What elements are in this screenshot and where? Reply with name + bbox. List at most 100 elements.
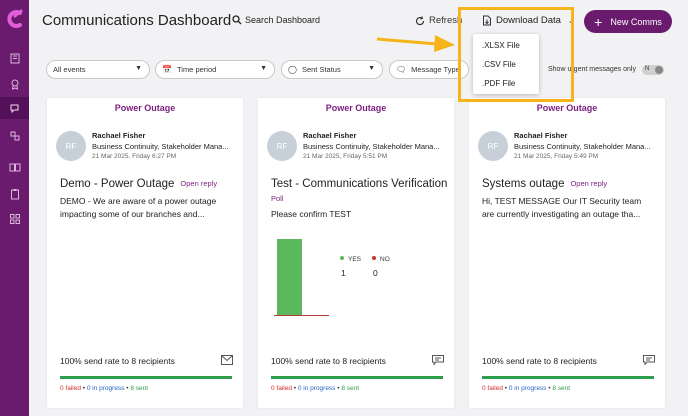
failed-count: 0 failed xyxy=(60,385,81,392)
in-progress-count: 0 in progress xyxy=(508,385,547,392)
card-body: Please confirm TEST xyxy=(271,209,352,219)
failed-count: 0 failed xyxy=(271,385,292,392)
card-title: Systems outage xyxy=(482,178,565,190)
card-title: Test - Communications Verification xyxy=(271,178,448,190)
card-category: Power Outage xyxy=(536,103,598,113)
message-icon: 🗨 xyxy=(396,65,407,74)
app-logo[interactable] xyxy=(5,9,25,29)
sent-date: 21 Mar 2025, Friday 5:49 PM xyxy=(514,153,599,160)
download-xlsx-option[interactable]: .XLSX File xyxy=(482,41,520,50)
poll-legend-yes: YES xyxy=(340,256,361,263)
sender-role: Business Continuity, Stakeholder Mana... xyxy=(92,142,229,151)
search-button[interactable]: Search Dashboard xyxy=(232,15,320,25)
status-circle-icon: ◯ xyxy=(288,65,297,74)
send-rate: 100% send rate to 8 recipients xyxy=(60,356,175,366)
poll-bar-yes xyxy=(277,239,302,315)
no-dot-icon xyxy=(372,256,376,260)
urgent-toggle-state: N xyxy=(645,66,650,72)
events-select[interactable]: All events ▼ xyxy=(46,60,150,79)
sender-name: Rachael Fisher xyxy=(92,131,146,140)
send-rate: 100% send rate to 8 recipients xyxy=(271,356,386,366)
chevron-down-icon: ▼ xyxy=(135,65,142,72)
failed-count: 0 failed xyxy=(482,385,503,392)
plus-icon: + xyxy=(594,13,603,30)
yes-dot-icon xyxy=(340,256,344,260)
toggle-knob xyxy=(655,66,663,74)
nav-book-icon[interactable] xyxy=(0,156,29,178)
download-data-button[interactable]: Download Data ⌄ xyxy=(482,15,574,26)
time-period-select[interactable]: 📅 Time period ▼ xyxy=(155,60,275,79)
download-dropdown-menu: .XLSX File .CSV File .PDF File xyxy=(473,34,539,94)
comm-card[interactable]: Power Outage RF Rachael Fisher Business … xyxy=(258,98,454,408)
card-title: Demo - Power Outage xyxy=(60,178,175,190)
chevron-down-icon: ⌄ xyxy=(567,17,574,25)
nav-building-icon[interactable] xyxy=(0,47,29,69)
search-icon xyxy=(232,15,242,25)
urgent-toggle[interactable]: N xyxy=(642,65,664,75)
avatar: RF xyxy=(267,131,297,161)
comm-card[interactable]: Power Outage RF Rachael Fisher Business … xyxy=(47,98,243,408)
new-comms-button[interactable]: + New Comms xyxy=(584,10,672,33)
download-file-icon xyxy=(483,15,491,26)
page-title: Communications Dashboard xyxy=(42,12,232,29)
poll-axis xyxy=(274,315,329,316)
poll-chart xyxy=(274,234,334,316)
in-progress-count: 0 in progress xyxy=(86,385,125,392)
chat-icon[interactable] xyxy=(432,355,444,365)
send-stats: 0 failed • 0 in progress • 8 sent xyxy=(60,385,149,392)
message-type-label: Message Type xyxy=(411,65,460,74)
poll-legend-no: NO xyxy=(372,256,390,263)
card-body: Hi, TEST MESSAGE Our IT Security team ar… xyxy=(482,196,642,219)
sender-role: Business Continuity, Stakeholder Mana... xyxy=(303,142,440,151)
search-label: Search Dashboard xyxy=(245,15,321,25)
sent-count: 8 sent xyxy=(341,385,360,392)
chat-icon[interactable] xyxy=(643,355,655,365)
nav-communications-icon[interactable] xyxy=(0,97,29,119)
comm-card[interactable]: Power Outage RF Rachael Fisher Business … xyxy=(469,98,665,408)
poll-option-yes: YES xyxy=(348,256,362,263)
reply-type-badge: Open reply xyxy=(180,179,218,188)
avatar: RF xyxy=(56,131,86,161)
send-progress-bar xyxy=(482,376,654,379)
send-stats: 0 failed • 0 in progress • 8 sent xyxy=(482,385,571,392)
send-rate: 100% send rate to 8 recipients xyxy=(482,356,597,366)
send-progress-bar xyxy=(271,376,443,379)
poll-option-no: NO xyxy=(380,256,390,263)
message-type-select[interactable]: 🗨 Message Type xyxy=(389,60,469,79)
poll-badge: Poll xyxy=(271,194,284,203)
chevron-down-icon: ▼ xyxy=(260,65,267,72)
reply-type-badge: Open reply xyxy=(570,179,608,188)
annotation-arrow-icon xyxy=(376,35,455,52)
send-progress-bar xyxy=(60,376,232,379)
email-icon[interactable] xyxy=(221,355,233,365)
refresh-label: Refresh xyxy=(429,15,463,26)
time-period-label: Time period xyxy=(176,65,217,74)
card-body: DEMO - We are aware of a power outage im… xyxy=(60,196,217,219)
download-pdf-option[interactable]: .PDF File xyxy=(482,79,516,88)
nav-link-icon[interactable] xyxy=(0,125,29,147)
send-stats: 0 failed • 0 in progress • 8 sent xyxy=(271,385,360,392)
events-select-value: All events xyxy=(53,65,86,74)
sent-count: 8 sent xyxy=(552,385,571,392)
download-data-label: Download Data xyxy=(496,15,561,26)
sidebar xyxy=(0,0,29,416)
nav-award-icon[interactable] xyxy=(0,73,29,95)
poll-count-no: 0 xyxy=(373,268,378,278)
in-progress-count: 0 in progress xyxy=(297,385,336,392)
refresh-icon xyxy=(415,15,425,25)
nav-clipboard-icon[interactable] xyxy=(0,183,29,205)
sender-name: Rachael Fisher xyxy=(303,131,357,140)
header: Communications Dashboard Search Dashboar… xyxy=(29,0,688,44)
new-comms-label: New Comms xyxy=(610,16,662,27)
poll-count-yes: 1 xyxy=(341,268,346,278)
sent-count: 8 sent xyxy=(130,385,149,392)
urgent-toggle-label: Show urgent messages only xyxy=(548,66,636,73)
sent-date: 21 Mar 2025, Friday 5:51 PM xyxy=(303,153,388,160)
card-category: Power Outage xyxy=(114,103,176,113)
sent-date: 21 Mar 2025, Friday 6:27 PM xyxy=(92,153,177,160)
refresh-button[interactable]: Refresh xyxy=(415,15,462,26)
sender-name: Rachael Fisher xyxy=(514,131,568,140)
download-csv-option[interactable]: .CSV File xyxy=(482,60,516,69)
sent-status-select[interactable]: ◯ Sent Status ▼ xyxy=(281,60,383,79)
nav-grid-icon[interactable] xyxy=(0,208,29,230)
